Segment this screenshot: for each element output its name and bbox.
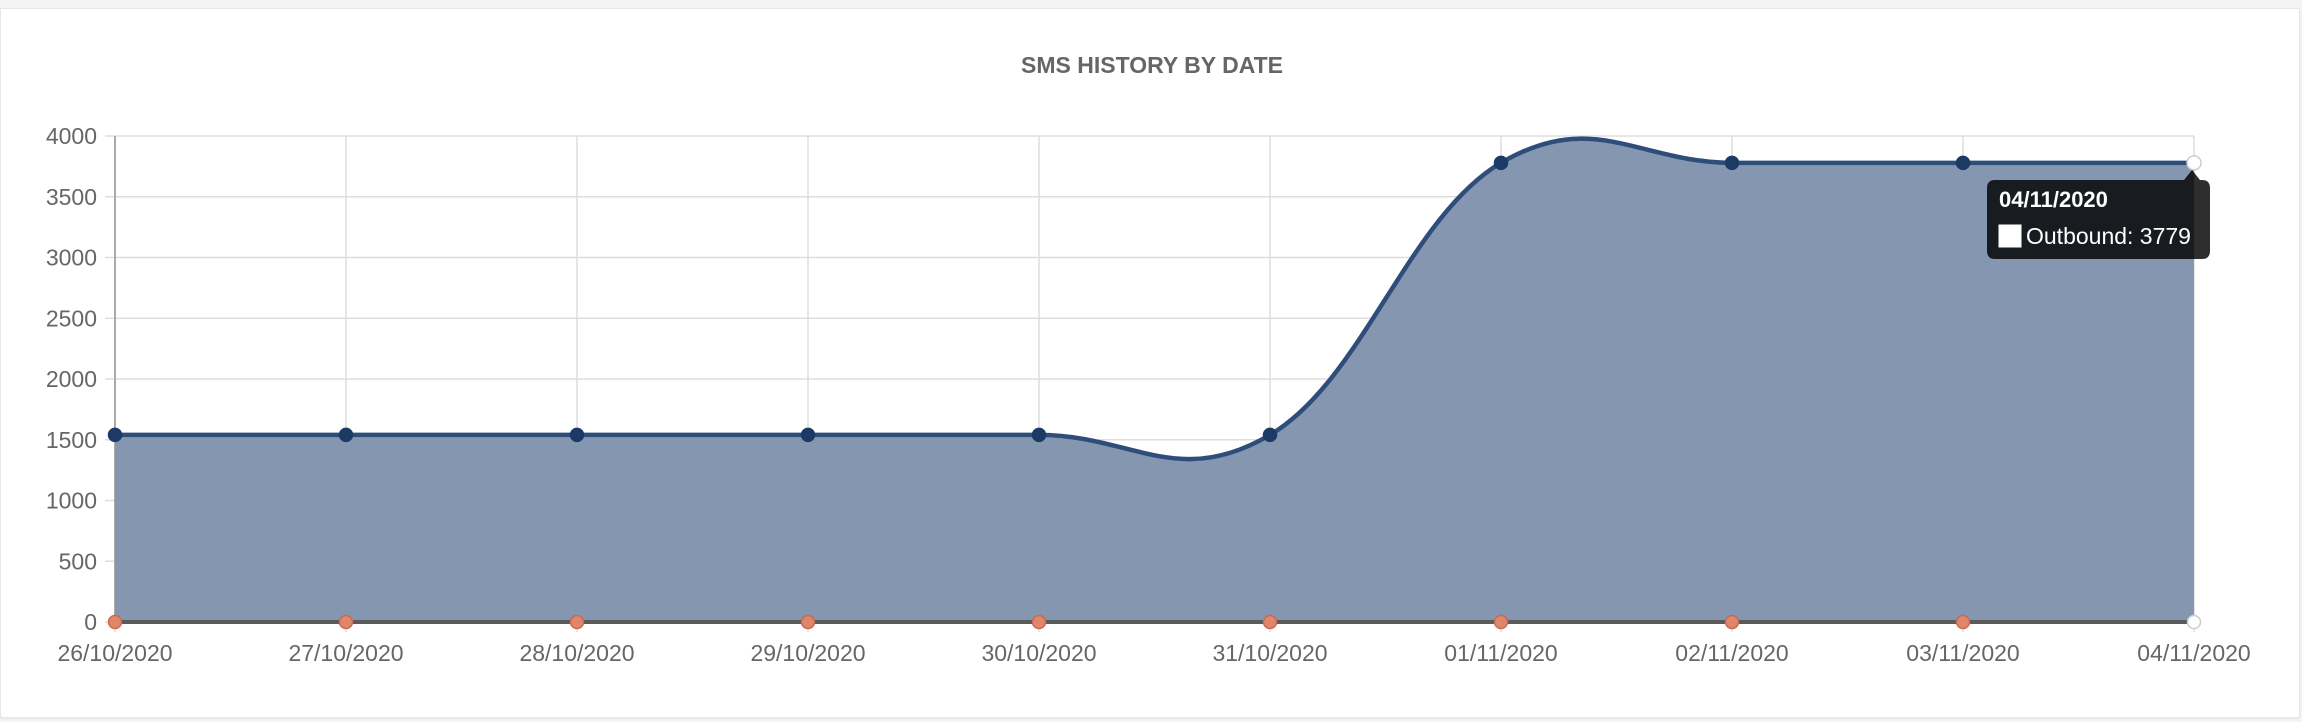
- tooltip-box: [1987, 170, 2210, 259]
- zero-series-point[interactable]: [800, 614, 816, 630]
- x-axis-ticks: 26/10/2020 27/10/2020 28/10/2020 29/10/2020…: [57, 640, 2250, 666]
- chart-title: SMS HISTORY BY DATE: [1021, 52, 1283, 78]
- outbound-point[interactable]: [107, 427, 123, 443]
- outbound-point[interactable]: [338, 427, 354, 443]
- outbound-point[interactable]: [800, 427, 816, 443]
- outbound-line: [115, 136, 2194, 462]
- y-axis-ticks: 0 500 1000 1500 2000 2500 3000 3500 4000: [46, 123, 97, 635]
- zero-series-point[interactable]: [2186, 614, 2202, 630]
- y-tick-label: 0: [84, 609, 97, 635]
- x-tick-label: 03/11/2020: [1906, 640, 2019, 666]
- outbound-point[interactable]: [1031, 427, 1047, 443]
- outbound-point[interactable]: [1724, 155, 1740, 171]
- x-tick-label: 28/10/2020: [519, 640, 634, 666]
- x-tick-label: 26/10/2020: [57, 640, 172, 666]
- zero-series-point[interactable]: [569, 614, 585, 630]
- x-tick-label: 27/10/2020: [288, 640, 403, 666]
- outbound-point[interactable]: [2186, 155, 2202, 171]
- outbound-point[interactable]: [1493, 155, 1509, 171]
- tooltip-swatch: [1998, 224, 2022, 248]
- zero-series-point[interactable]: [338, 614, 354, 630]
- y-tick-label: 2500: [46, 305, 97, 331]
- x-tick-label: 04/11/2020: [2137, 640, 2250, 666]
- x-tick-label: 02/11/2020: [1675, 640, 1788, 666]
- tooltip: 04/11/2020 Outbound: 3779: [1987, 170, 2210, 259]
- y-tick-label: 2000: [46, 366, 97, 392]
- zero-series-point[interactable]: [107, 614, 123, 630]
- data-points[interactable]: [107, 155, 2202, 630]
- tooltip-label: Outbound: 3779: [2026, 223, 2191, 249]
- tooltip-title: 04/11/2020: [1999, 187, 2108, 212]
- zero-series-point[interactable]: [1031, 614, 1047, 630]
- outbound-area-fill: [115, 138, 2194, 623]
- y-tick-label: 1000: [46, 488, 97, 514]
- y-tick-label: 500: [59, 548, 97, 574]
- zero-series-point[interactable]: [1262, 614, 1278, 630]
- y-tick-label: 4000: [46, 123, 97, 149]
- y-tick-label: 3000: [46, 245, 97, 271]
- outbound-point[interactable]: [1262, 427, 1278, 443]
- zero-series-point[interactable]: [1955, 614, 1971, 630]
- x-tick-label: 31/10/2020: [1212, 640, 1327, 666]
- outbound-point[interactable]: [569, 427, 585, 443]
- series-area: [115, 136, 2194, 624]
- x-tick-label: 01/11/2020: [1444, 640, 1557, 666]
- y-tick-label: 1500: [46, 427, 97, 453]
- zero-series-point[interactable]: [1493, 614, 1509, 630]
- outbound-point[interactable]: [1955, 155, 1971, 171]
- x-tick-label: 30/10/2020: [981, 640, 1096, 666]
- zero-series-point[interactable]: [1724, 614, 1740, 630]
- y-tick-label: 3500: [46, 184, 97, 210]
- x-tick-label: 29/10/2020: [750, 640, 865, 666]
